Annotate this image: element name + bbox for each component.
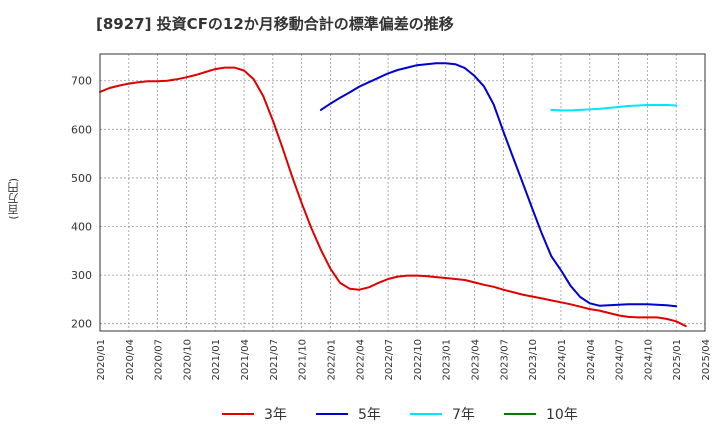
- legend-swatch-3y: [222, 413, 254, 415]
- series-line-2: [550, 104, 678, 112]
- y-tick-label: 500: [71, 172, 92, 185]
- x-tick-label: 2020/01: [96, 339, 107, 381]
- y-tick-label: 600: [71, 123, 92, 136]
- x-tick-label: 2024/07: [615, 339, 626, 381]
- y-tick-label: 400: [71, 221, 92, 234]
- grid-lines: [99, 54, 706, 331]
- chart-title: [8927] 投資CFの12か月移動合計の標準偏差の推移: [96, 15, 454, 33]
- x-tick-label: 2021/10: [298, 339, 309, 381]
- x-tick-label: 2023/01: [442, 339, 453, 381]
- x-tick-label: 2024/04: [586, 339, 597, 381]
- x-tick-label: 2022/04: [355, 339, 366, 381]
- x-tick-label: 2024/10: [643, 339, 654, 381]
- x-tick-label: 2022/07: [384, 339, 395, 381]
- x-tick-label: 2021/04: [240, 339, 251, 381]
- x-tick-label: 2020/10: [182, 339, 193, 381]
- plot-area-frame: [99, 53, 706, 332]
- y-tick-label: 700: [71, 75, 92, 88]
- x-tick-label: 2022/10: [413, 339, 424, 381]
- x-tick-label: 2020/04: [125, 339, 136, 381]
- x-tick-label: 2025/04: [701, 339, 712, 381]
- legend-item-3y: 3年: [222, 402, 287, 426]
- legend-swatch-5y: [316, 413, 348, 415]
- y-tick-label: 200: [71, 318, 92, 331]
- legend: 3年 5年 7年 10年: [0, 402, 720, 426]
- series-lines: [99, 62, 687, 328]
- series-line-0: [99, 66, 687, 328]
- x-tick-label: 2021/01: [211, 339, 222, 381]
- legend-item-7y: 7年: [410, 402, 475, 426]
- legend-label-3y: 3年: [264, 407, 287, 423]
- y-tick-label: 300: [71, 269, 92, 282]
- x-tick-label: 2023/10: [528, 339, 539, 381]
- series-line-1: [319, 62, 678, 308]
- legend-swatch-10y: [504, 413, 536, 415]
- y-axis-ticks: 200 300 400 500 600 700: [71, 75, 92, 331]
- legend-label-7y: 7年: [452, 407, 475, 423]
- x-tick-label: 2022/01: [326, 339, 337, 381]
- x-axis-ticks: 2020/01 2020/04 2020/07 2020/10 2021/01 2021/…: [96, 339, 712, 381]
- x-tick-label: 2023/04: [471, 339, 482, 381]
- legend-swatch-7y: [410, 413, 442, 415]
- legend-label-10y: 10年: [546, 407, 578, 423]
- x-tick-label: 2021/07: [269, 339, 280, 381]
- legend-item-10y: 10年: [504, 402, 578, 426]
- x-tick-label: 2020/07: [154, 339, 165, 381]
- x-tick-label: 2025/01: [672, 339, 683, 381]
- legend-item-5y: 5年: [316, 402, 381, 426]
- x-tick-label: 2024/01: [557, 339, 568, 381]
- legend-label-5y: 5年: [358, 407, 381, 423]
- x-tick-label: 2023/07: [499, 339, 510, 381]
